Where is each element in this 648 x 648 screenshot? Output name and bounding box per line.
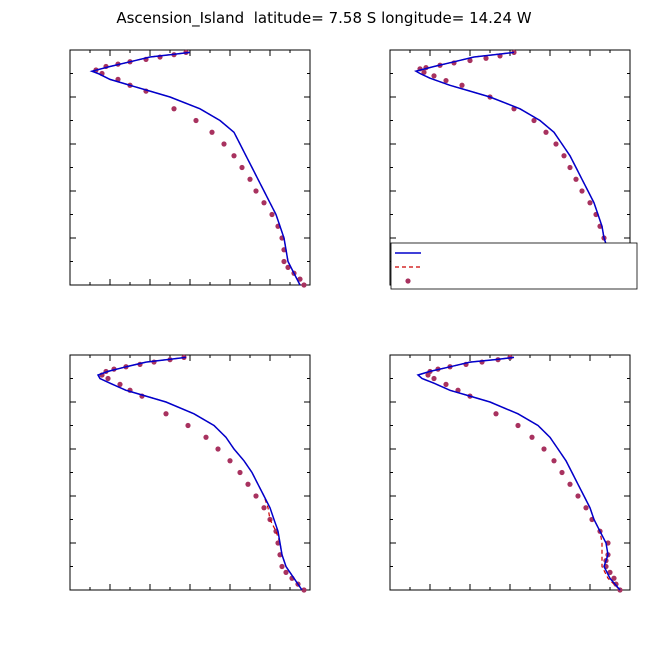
roobs-point (231, 153, 237, 159)
roobs-point (239, 164, 245, 171)
roobs-point (483, 55, 489, 61)
roobs-point (579, 188, 585, 194)
roobs-point (253, 493, 259, 499)
roobs-point (209, 129, 215, 135)
roobs-point (553, 141, 559, 147)
plot-frame (389, 354, 631, 591)
chart-panel-jul (69, 354, 311, 593)
roobs-point (573, 176, 579, 182)
roobs-point (171, 106, 177, 112)
roobs-point (245, 481, 251, 487)
roobs-point (607, 569, 613, 575)
roobs-point (611, 575, 617, 581)
roobs-point (105, 375, 111, 382)
series-line-solid (414, 51, 631, 286)
plot-frame (69, 49, 311, 286)
roobs-point (185, 422, 191, 429)
chart-panel-oct (389, 354, 631, 593)
roobs-point (421, 69, 427, 75)
roobs-point (543, 129, 549, 135)
roobs-point (467, 57, 473, 64)
roobs-point (567, 481, 573, 487)
roobs-point (431, 375, 437, 382)
roobs-point (247, 176, 253, 182)
chart-panel-jan (69, 49, 311, 288)
plot-frame (69, 354, 311, 591)
roobs-point (531, 117, 537, 124)
chart-panels (69, 49, 638, 593)
roobs-point (193, 117, 199, 124)
roobs-point (215, 446, 221, 452)
roobs-point (443, 77, 449, 84)
roobs-point (459, 82, 465, 88)
roobs-point (515, 422, 521, 429)
figure-title: Ascension_Island latitude= 7.58 S longit… (116, 9, 531, 28)
roobs-point (297, 276, 303, 282)
roobs-point (529, 434, 535, 440)
roobs-point (541, 446, 547, 452)
roobs-point (583, 505, 589, 511)
legend-box (390, 242, 638, 290)
roobs-point (493, 411, 499, 417)
roobs-point (237, 469, 243, 476)
roobs-point (227, 458, 233, 464)
series-line-dashed (416, 356, 621, 591)
roobs-point (279, 563, 285, 570)
roobs-point (283, 569, 289, 575)
roobs-point (253, 188, 259, 194)
roobs-point (281, 258, 287, 265)
roobs-point (203, 434, 209, 440)
roobs-point (285, 264, 291, 270)
roobs-point (301, 587, 307, 593)
legend (390, 242, 638, 290)
roobs-point (561, 153, 567, 159)
roobs-point (117, 381, 123, 387)
roobs-point (443, 381, 449, 387)
roobs-point (261, 505, 267, 511)
series-line-solid (416, 356, 621, 591)
legend-swatch-marker (405, 278, 411, 284)
roobs-point (431, 73, 437, 79)
roobs-point (261, 200, 267, 206)
roobs-point (551, 458, 557, 464)
series-line-solid (89, 51, 301, 286)
roobs-point (575, 493, 581, 499)
roobs-point (269, 211, 275, 218)
series-line-solid (96, 356, 303, 591)
roobs-point (301, 282, 307, 288)
roobs-point (511, 49, 517, 55)
roobs-point (163, 411, 169, 417)
roobs-point (425, 372, 431, 378)
chart-panel-apr (389, 49, 638, 290)
roobs-point (567, 164, 573, 171)
series-line-dashed (90, 51, 301, 286)
roobs-point (559, 469, 565, 476)
roobs-point (221, 141, 227, 147)
roobs-point (587, 200, 593, 206)
